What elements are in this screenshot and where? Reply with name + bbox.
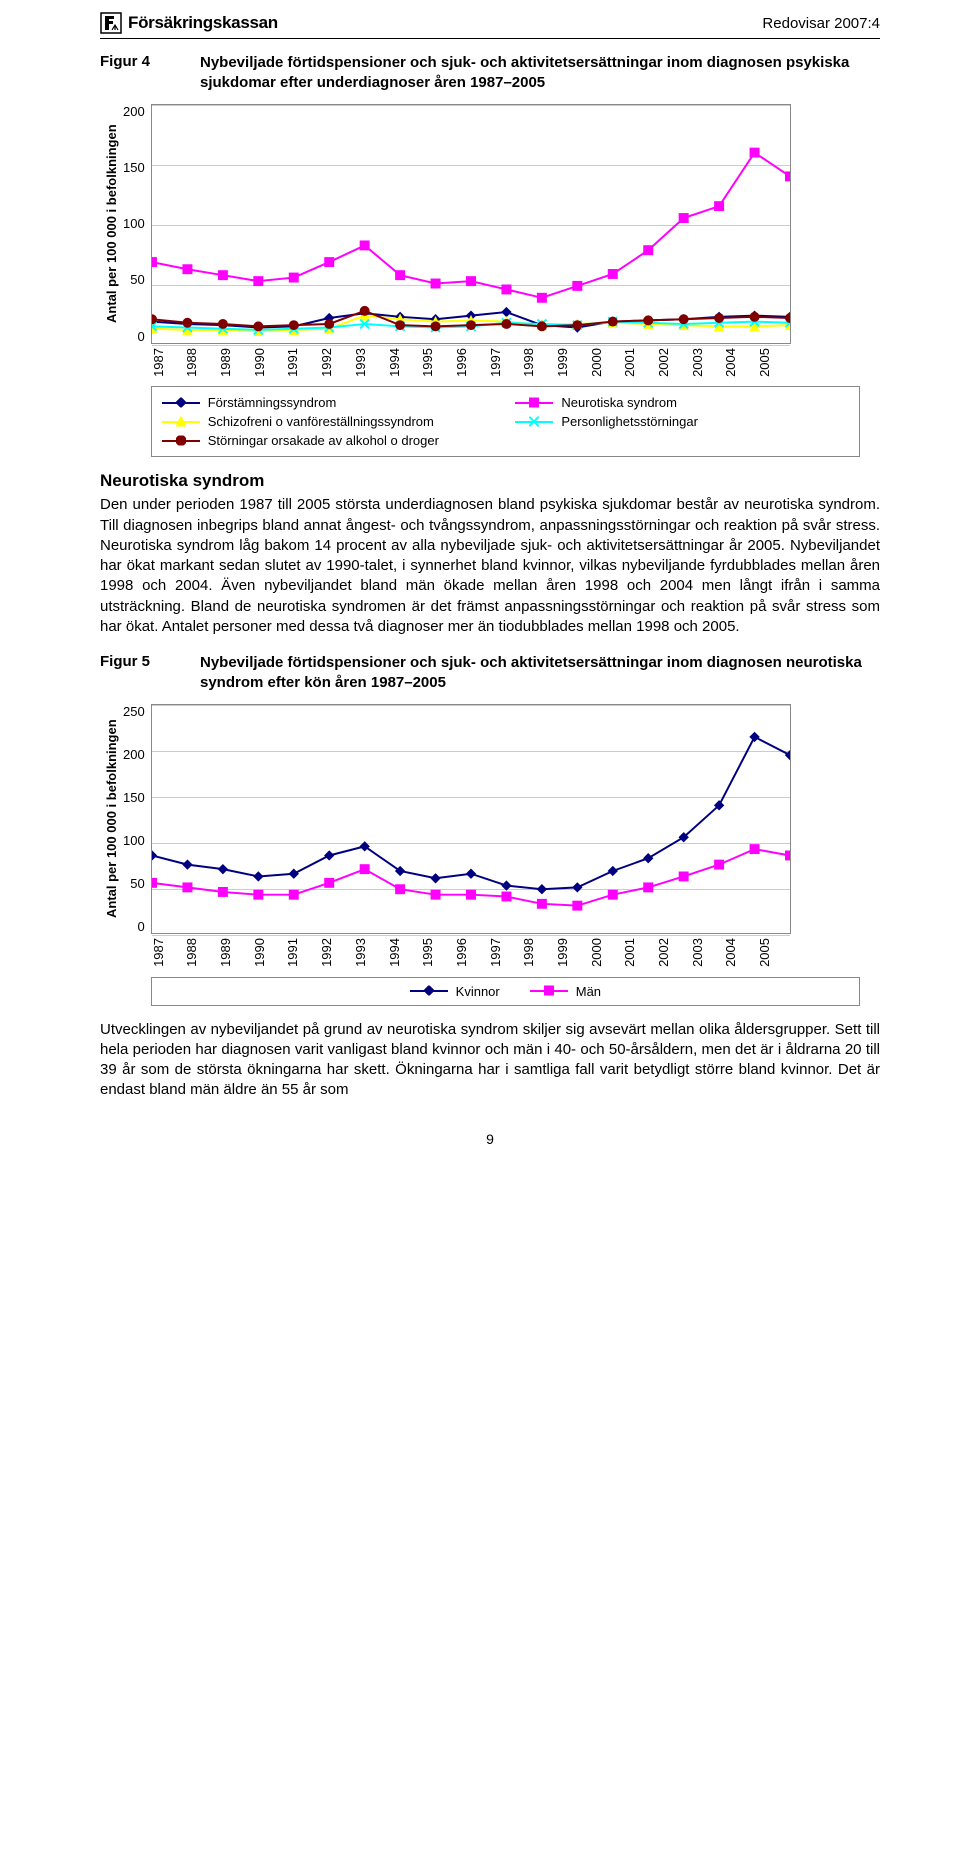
plot-area	[151, 704, 791, 934]
figure5-chart: Antal per 100 000 i befolkningen 2502001…	[100, 704, 860, 1006]
org-name: Försäkringskassan	[128, 13, 278, 33]
x-tick: 1989	[218, 348, 252, 377]
x-tick: 1990	[252, 938, 286, 967]
section1-body: Den under perioden 1987 till 2005 störst…	[100, 495, 880, 637]
y-tick: 150	[123, 790, 145, 805]
header-right-text: Redovisar 2007:4	[762, 15, 880, 32]
legend-item: Störningar orsakade av alkohol o droger	[162, 433, 496, 448]
x-tick: 1993	[353, 938, 387, 967]
x-tick: 2002	[656, 348, 690, 377]
x-tick: 1992	[319, 938, 353, 967]
header-bar: Försäkringskassan Redovisar 2007:4	[100, 0, 880, 39]
legend: Förstämningssyndrom Neurotiska syndrom S…	[151, 386, 860, 457]
plot-area	[151, 104, 791, 344]
figure4-heading: Figur 4 Nybeviljade förtidspensioner och…	[100, 53, 880, 94]
x-tick: 2004	[723, 938, 757, 967]
y-tick: 0	[137, 919, 144, 934]
x-tick: 1992	[319, 348, 353, 377]
figure4-chart: Antal per 100 000 i befolkningen 2001501…	[100, 104, 860, 458]
figure5-heading: Figur 5 Nybeviljade förtidspensioner och…	[100, 653, 880, 694]
x-tick: 2005	[757, 348, 791, 377]
x-tick: 1991	[285, 938, 319, 967]
legend-item: Kvinnor	[410, 984, 500, 999]
figure5-title: Nybeviljade förtidspensioner och sjuk- o…	[200, 653, 880, 694]
legend-label: Män	[576, 984, 601, 999]
x-tick: 1999	[555, 348, 589, 377]
x-tick: 1996	[454, 348, 488, 377]
x-tick: 2002	[656, 938, 690, 967]
x-tick: 1997	[488, 938, 522, 967]
page-number: 9	[100, 1131, 880, 1147]
legend-label: Neurotiska syndrom	[561, 395, 677, 410]
y-tick: 200	[123, 104, 145, 119]
x-tick: 1987	[151, 938, 185, 967]
x-tick: 1995	[420, 938, 454, 967]
section1-heading: Neurotiska syndrom	[100, 471, 880, 491]
x-ticks: 1987198819891990199119921993199419951996…	[151, 938, 791, 967]
x-tick: 1988	[184, 348, 218, 377]
figure5-label: Figur 5	[100, 653, 200, 694]
y-axis-label: Antal per 100 000 i befolkningen	[100, 704, 123, 934]
x-tick: 2003	[690, 938, 724, 967]
x-tick: 1988	[184, 938, 218, 967]
legend-item: Män	[530, 984, 601, 999]
legend-label: Störningar orsakade av alkohol o droger	[208, 433, 439, 448]
x-tick: 1997	[488, 348, 522, 377]
x-tick: 1999	[555, 938, 589, 967]
y-tick: 200	[123, 747, 145, 762]
x-tick: 2000	[589, 938, 623, 967]
x-tick: 2005	[757, 938, 791, 967]
y-ticks: 200 150 100 50 0	[123, 104, 151, 344]
x-tick: 1994	[387, 348, 421, 377]
legend: Kvinnor Män	[151, 977, 860, 1006]
x-tick: 1994	[387, 938, 421, 967]
y-tick: 250	[123, 704, 145, 719]
figure4-label: Figur 4	[100, 53, 200, 94]
legend-item: Personlighetsstörningar	[515, 414, 849, 429]
section2-body: Utvecklingen av nybeviljandet på grund a…	[100, 1020, 880, 1101]
x-tick: 2004	[723, 348, 757, 377]
legend-item: Förstämningssyndrom	[162, 395, 496, 410]
y-ticks: 250 200 150 100 50 0	[123, 704, 151, 934]
y-tick: 50	[130, 272, 144, 287]
x-tick: 1998	[521, 938, 555, 967]
legend-label: Schizofreni o vanföreställningssyndrom	[208, 414, 434, 429]
y-axis-label: Antal per 100 000 i befolkningen	[100, 104, 123, 344]
figure4-title: Nybeviljade förtidspensioner och sjuk- o…	[200, 53, 880, 94]
y-tick: 100	[123, 216, 145, 231]
x-tick: 1989	[218, 938, 252, 967]
x-tick: 1996	[454, 938, 488, 967]
y-tick: 150	[123, 160, 145, 175]
legend-label: Personlighetsstörningar	[561, 414, 698, 429]
x-tick: 1993	[353, 348, 387, 377]
legend-item: Neurotiska syndrom	[515, 395, 849, 410]
x-tick: 1995	[420, 348, 454, 377]
logo: Försäkringskassan	[100, 12, 278, 34]
x-tick: 2001	[622, 348, 656, 377]
y-tick: 0	[137, 329, 144, 344]
y-tick: 100	[123, 833, 145, 848]
x-tick: 2000	[589, 348, 623, 377]
x-tick: 1991	[285, 348, 319, 377]
x-tick: 1998	[521, 348, 555, 377]
legend-label: Förstämningssyndrom	[208, 395, 337, 410]
x-tick: 1987	[151, 348, 185, 377]
y-tick: 50	[130, 876, 144, 891]
x-tick: 1990	[252, 348, 286, 377]
x-ticks: 1987198819891990199119921993199419951996…	[151, 348, 791, 377]
legend-label: Kvinnor	[456, 984, 500, 999]
fk-logo-icon	[100, 12, 122, 34]
x-tick: 2003	[690, 348, 724, 377]
x-tick: 2001	[622, 938, 656, 967]
legend-item: Schizofreni o vanföreställningssyndrom	[162, 414, 496, 429]
